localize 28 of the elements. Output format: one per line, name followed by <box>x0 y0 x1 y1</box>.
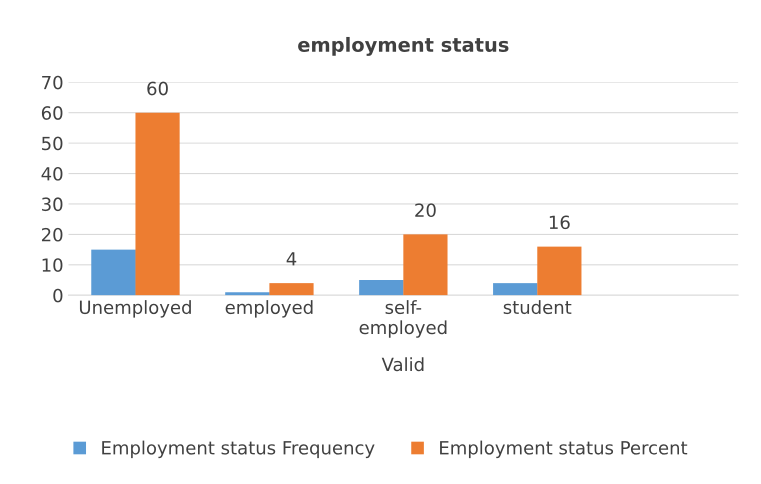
y-tick-label: 50 <box>42 136 62 150</box>
data-label: 20 <box>415 203 436 218</box>
x-tick-label: employed <box>226 300 312 318</box>
y-tick-label: 20 <box>42 228 62 242</box>
bar <box>493 283 538 296</box>
x-axis-title: Valid <box>382 357 424 372</box>
bar <box>269 283 314 296</box>
y-tick-label: 10 <box>42 258 62 272</box>
data-label: 60 <box>147 82 168 96</box>
y-tick-label: 0 <box>53 288 62 302</box>
y-tick-label: 40 <box>42 167 62 181</box>
bar <box>403 234 448 296</box>
x-tick-label: Unemployed <box>80 300 191 318</box>
bar <box>225 292 270 296</box>
x-tick-label: self- employed <box>360 300 446 338</box>
bar <box>135 112 180 296</box>
chart-title: employment status <box>298 36 508 56</box>
data-label: 4 <box>286 252 296 266</box>
y-tick-label: 30 <box>42 197 62 212</box>
legend-label: Employment status Percent <box>440 440 688 458</box>
bar <box>359 280 404 296</box>
x-tick-label: student <box>504 300 572 314</box>
data-label: 16 <box>550 216 570 230</box>
y-tick-label: 60 <box>42 106 62 120</box>
bar <box>91 250 136 296</box>
legend-label: Employment status Frequency <box>102 440 375 458</box>
bar <box>537 246 582 296</box>
y-tick-label: 70 <box>42 76 62 90</box>
